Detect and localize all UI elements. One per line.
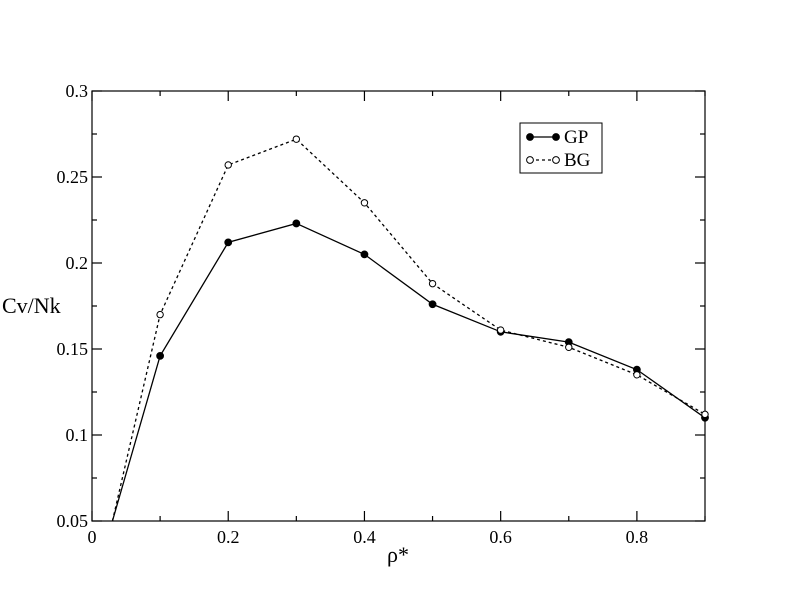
y-tick-label: 0.15	[57, 339, 89, 359]
data-point-bg	[428, 279, 437, 288]
legend-marker-gp	[552, 133, 560, 141]
data-point-gp	[360, 250, 369, 259]
axis-ticks: 0 0.2 0.4 0.6 0.8 0.05 0.1 0.15 0.2 0.25 0.3	[57, 81, 706, 547]
markers-layer	[156, 135, 709, 422]
legend-label-gp: GP	[564, 127, 588, 148]
data-point-bg	[224, 161, 232, 169]
data-point-gp	[428, 300, 437, 309]
series-layer	[111, 138, 705, 521]
data-point-gp	[156, 351, 165, 360]
data-point-bg	[292, 135, 301, 143]
data-point-bg	[701, 410, 709, 419]
legend-marker-bg	[552, 156, 560, 164]
legend-marker-gp	[526, 133, 534, 141]
y-tick-label: 0.05	[57, 511, 89, 531]
y-tick-label: 0.2	[66, 253, 89, 273]
data-point-bg	[360, 199, 369, 207]
series-line-bg	[111, 138, 705, 521]
y-axis-label: Cv/Nk	[2, 293, 61, 318]
series-line-gp	[111, 222, 705, 521]
data-point-bg	[156, 310, 164, 319]
y-tick-label: 0.3	[66, 81, 89, 101]
y-tick-label: 0.1	[66, 425, 89, 445]
x-tick-label: 0.4	[353, 527, 376, 547]
data-point-bg	[565, 343, 573, 351]
x-axis-label: ρ*	[387, 542, 409, 567]
legend-label-bg: BG	[564, 150, 591, 171]
data-point-bg	[496, 326, 505, 334]
data-point-gp	[292, 219, 301, 228]
y-tick-label: 0.25	[57, 167, 89, 187]
legend-box	[519, 122, 603, 174]
plot-frame	[91, 90, 706, 522]
legend-marker-bg	[526, 156, 534, 164]
x-tick-label: 0.6	[489, 527, 512, 547]
data-point-bg	[633, 371, 641, 379]
x-tick-label: 0	[88, 527, 97, 547]
x-tick-label: 0.2	[217, 527, 240, 547]
x-tick-label: 0.8	[626, 527, 649, 547]
data-point-gp	[224, 238, 233, 247]
